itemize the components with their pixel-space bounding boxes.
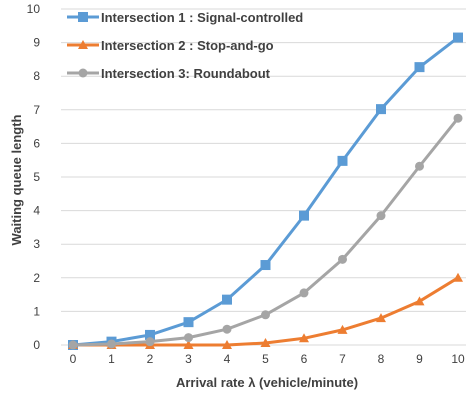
y-tick-label: 8 xyxy=(33,69,40,83)
legend-label: Intersection 1 : Signal-controlled xyxy=(101,10,303,25)
data-point xyxy=(260,337,271,347)
y-tick-label: 7 xyxy=(33,103,40,117)
y-tick-label: 9 xyxy=(33,36,40,50)
data-point xyxy=(107,339,116,349)
y-tick-label: 1 xyxy=(33,304,40,318)
x-axis-title: Arrival rate λ (vehicle/minute) xyxy=(176,375,358,390)
x-tick-label: 4 xyxy=(224,352,231,366)
data-point xyxy=(376,104,386,115)
y-tick-label: 2 xyxy=(33,271,40,285)
data-point xyxy=(260,260,271,271)
data-point xyxy=(222,324,232,334)
legend-marker xyxy=(78,68,88,78)
y-tick-label: 4 xyxy=(33,204,40,218)
series-layer xyxy=(68,32,463,350)
y-axis-ticks: 0 1 2 3 4 5 6 7 8 9 10 xyxy=(27,2,41,352)
y-tick-label: 5 xyxy=(33,170,40,184)
x-tick-label: 1 xyxy=(108,352,115,366)
data-point xyxy=(376,211,386,221)
data-point xyxy=(183,340,194,349)
data-point xyxy=(222,340,232,349)
data-point xyxy=(299,288,309,298)
legend-label: Intersection 2 : Stop-and-go xyxy=(101,38,274,53)
data-point xyxy=(184,333,193,343)
data-point xyxy=(337,155,348,166)
legend-item-3: Intersection 3: Roundabout xyxy=(67,66,271,81)
y-axis-title: Waiting queue length xyxy=(9,114,24,245)
data-point xyxy=(299,333,309,343)
y-tick-label: 10 xyxy=(27,2,41,16)
gridlines xyxy=(61,8,466,346)
x-axis-ticks: 0 1 2 3 4 5 6 7 8 9 10 xyxy=(70,352,465,366)
legend-label: Intersection 3: Roundabout xyxy=(101,66,271,81)
y-tick-label: 0 xyxy=(33,338,40,352)
data-point xyxy=(337,324,348,334)
x-tick-label: 6 xyxy=(301,352,308,366)
data-point xyxy=(222,294,232,305)
data-point xyxy=(453,113,463,123)
x-tick-label: 7 xyxy=(339,352,346,366)
legend: Intersection 1 : Signal-controlled Inters… xyxy=(67,10,303,81)
data-point xyxy=(145,329,155,340)
data-point xyxy=(183,317,194,328)
data-point xyxy=(299,210,309,221)
legend-item-2: Intersection 2 : Stop-and-go xyxy=(67,38,274,53)
x-tick-label: 10 xyxy=(451,352,465,366)
data-point xyxy=(68,340,78,350)
data-point xyxy=(145,337,155,347)
data-point xyxy=(453,272,463,282)
series-3 xyxy=(68,113,463,350)
data-point xyxy=(453,32,463,43)
x-tick-label: 2 xyxy=(147,352,154,366)
x-tick-label: 8 xyxy=(378,352,385,366)
legend-item-1: Intersection 1 : Signal-controlled xyxy=(67,10,303,25)
data-point xyxy=(261,310,270,320)
x-tick-label: 9 xyxy=(416,352,423,366)
data-point xyxy=(376,313,386,323)
data-point xyxy=(414,62,425,73)
x-tick-label: 0 xyxy=(70,352,77,366)
data-point xyxy=(415,161,424,171)
data-point xyxy=(338,254,347,264)
data-point xyxy=(414,296,425,306)
y-tick-label: 3 xyxy=(33,237,40,251)
legend-marker xyxy=(78,40,88,49)
y-tick-label: 6 xyxy=(33,136,40,150)
legend-marker xyxy=(78,12,88,22)
x-tick-label: 3 xyxy=(185,352,192,366)
x-tick-label: 5 xyxy=(262,352,269,366)
